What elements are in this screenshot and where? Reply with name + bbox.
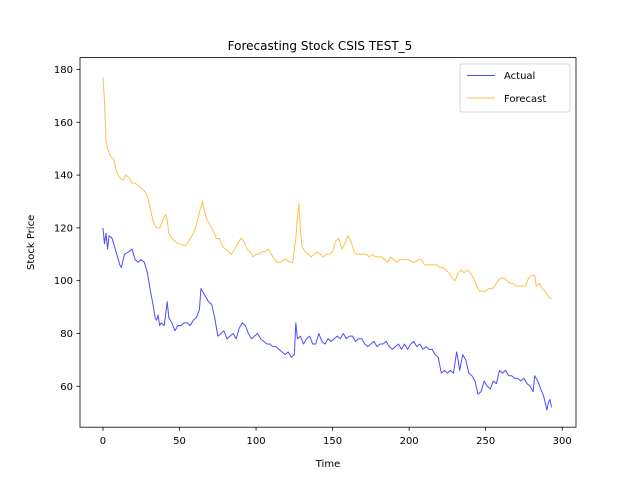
y-tick-label: 120 [54, 223, 73, 234]
chart-title: Forecasting Stock CSIS TEST_5 [228, 39, 413, 53]
x-tick-label: 200 [400, 436, 419, 447]
x-tick-label: 100 [247, 436, 266, 447]
plot-lines [102, 77, 553, 411]
legend-label-forecast: Forecast [504, 94, 546, 105]
x-tick-label: 250 [476, 436, 495, 447]
x-tick-label: 50 [173, 436, 186, 447]
y-tick-label: 80 [60, 329, 73, 340]
y-axis-ticks: 60 80 100 120 140 160 180 [54, 65, 80, 393]
y-tick-label: 60 [60, 382, 73, 393]
legend-label-actual: Actual [504, 71, 535, 82]
series-line-forecast [102, 77, 552, 300]
legend: Actual Forecast [459, 63, 571, 113]
plot-frame [79, 57, 577, 428]
y-tick-label: 160 [54, 118, 73, 129]
y-tick-label: 100 [54, 276, 73, 287]
y-axis-label: Stock Price [26, 215, 37, 270]
y-tick-label: 180 [54, 65, 73, 76]
x-tick-label: 0 [100, 436, 106, 447]
x-axis-ticks: 0 50 100 150 200 250 300 [100, 427, 572, 447]
x-tick-label: 300 [553, 436, 572, 447]
series-line-actual [102, 227, 553, 411]
x-axis-label: Time [315, 459, 340, 470]
y-tick-label: 140 [54, 171, 73, 182]
x-tick-label: 150 [323, 436, 342, 447]
